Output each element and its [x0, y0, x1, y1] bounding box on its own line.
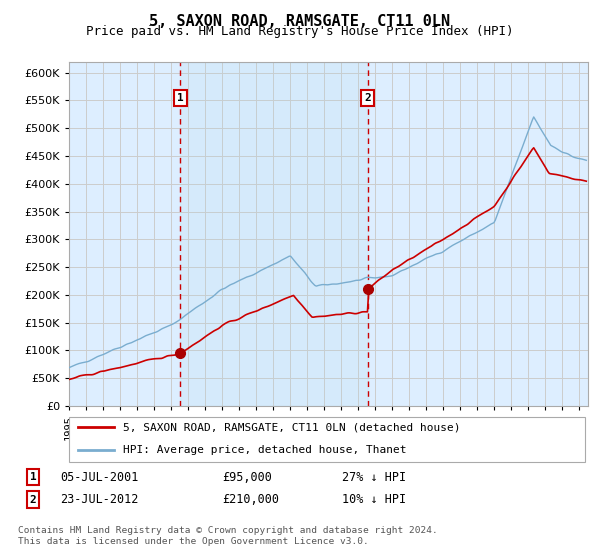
Text: 1: 1: [29, 472, 37, 482]
Text: Contains HM Land Registry data © Crown copyright and database right 2024.
This d: Contains HM Land Registry data © Crown c…: [18, 526, 438, 546]
Text: Price paid vs. HM Land Registry's House Price Index (HPI): Price paid vs. HM Land Registry's House …: [86, 25, 514, 38]
Text: 23-JUL-2012: 23-JUL-2012: [60, 493, 139, 506]
Text: 5, SAXON ROAD, RAMSGATE, CT11 0LN (detached house): 5, SAXON ROAD, RAMSGATE, CT11 0LN (detac…: [123, 422, 461, 432]
Text: 05-JUL-2001: 05-JUL-2001: [60, 470, 139, 484]
Text: 1: 1: [177, 93, 184, 103]
Text: 27% ↓ HPI: 27% ↓ HPI: [342, 470, 406, 484]
Bar: [180, 62, 368, 406]
Text: 2: 2: [29, 494, 37, 505]
Text: 2: 2: [364, 93, 371, 103]
Text: £95,000: £95,000: [222, 470, 272, 484]
Text: HPI: Average price, detached house, Thanet: HPI: Average price, detached house, Than…: [123, 445, 407, 455]
Text: £210,000: £210,000: [222, 493, 279, 506]
Text: 5, SAXON ROAD, RAMSGATE, CT11 0LN: 5, SAXON ROAD, RAMSGATE, CT11 0LN: [149, 14, 451, 29]
Text: 10% ↓ HPI: 10% ↓ HPI: [342, 493, 406, 506]
